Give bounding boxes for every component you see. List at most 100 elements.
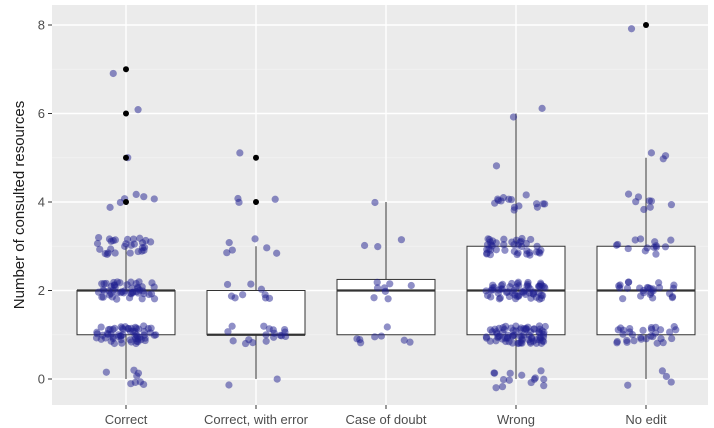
- data-point: [523, 247, 531, 255]
- data-point: [260, 322, 268, 330]
- data-point: [492, 246, 500, 254]
- data-point: [626, 324, 634, 333]
- data-point: [524, 335, 533, 344]
- data-point: [257, 285, 266, 293]
- data-point: [489, 286, 497, 294]
- data-point: [140, 193, 148, 201]
- data-point: [273, 249, 281, 257]
- data-point: [127, 380, 135, 388]
- data-point: [247, 280, 255, 288]
- data-point: [251, 235, 259, 243]
- data-point: [497, 285, 505, 293]
- data-point: [133, 337, 141, 345]
- data-point: [537, 246, 545, 254]
- data-point: [97, 323, 105, 331]
- x-tick-label: Wrong: [497, 412, 535, 427]
- data-point: [642, 335, 650, 343]
- data-point: [510, 247, 518, 255]
- data-point: [645, 197, 653, 205]
- x-tick-label: No edit: [625, 412, 667, 427]
- data-point: [505, 195, 513, 203]
- data-point: [92, 334, 101, 342]
- jitter-points: [92, 25, 680, 392]
- data-point: [624, 278, 633, 286]
- data-point: [541, 322, 549, 331]
- data-point: [540, 328, 548, 336]
- data-point: [262, 294, 270, 302]
- data-point: [128, 284, 136, 292]
- data-point: [651, 238, 659, 246]
- data-point: [540, 375, 548, 383]
- data-point: [662, 372, 671, 381]
- data-point: [138, 295, 146, 303]
- data-point: [235, 198, 243, 206]
- data-point: [110, 339, 119, 348]
- x-tick-label: Correct, with error: [204, 412, 309, 427]
- data-point: [624, 244, 632, 253]
- data-point: [527, 235, 535, 244]
- data-point: [492, 328, 500, 336]
- data-point: [667, 201, 676, 209]
- data-point: [668, 334, 676, 343]
- outlier-point: [123, 199, 129, 205]
- data-point: [132, 279, 140, 288]
- data-point: [498, 383, 507, 391]
- data-point: [661, 243, 670, 251]
- data-point: [397, 236, 406, 244]
- data-point: [510, 331, 518, 339]
- data-point: [239, 291, 247, 299]
- data-point: [503, 334, 511, 343]
- outlier-point: [253, 154, 259, 161]
- data-point: [371, 198, 379, 207]
- data-point: [652, 250, 660, 258]
- data-point: [127, 241, 135, 249]
- data-point: [492, 162, 501, 170]
- y-tick-label: 2: [38, 283, 45, 298]
- data-point: [224, 328, 232, 336]
- data-point: [152, 331, 160, 339]
- data-point: [666, 328, 674, 336]
- data-point: [126, 249, 134, 257]
- data-point: [150, 295, 159, 303]
- data-point: [494, 195, 502, 203]
- outlier-points: [123, 22, 649, 205]
- data-point: [535, 295, 544, 303]
- data-point: [640, 205, 648, 214]
- data-point: [631, 236, 639, 244]
- data-point: [541, 200, 549, 208]
- boxes: [76, 113, 696, 379]
- data-point: [656, 326, 665, 334]
- data-point: [538, 104, 546, 112]
- data-point: [383, 323, 391, 331]
- data-point: [501, 246, 509, 254]
- data-point: [495, 295, 504, 303]
- box-correct-with-error: [206, 246, 306, 379]
- data-point: [148, 279, 156, 287]
- data-point: [624, 190, 633, 198]
- y-tick-label: 0: [38, 372, 45, 387]
- data-point: [96, 245, 104, 253]
- data-point: [374, 243, 382, 251]
- data-point: [534, 282, 543, 291]
- outlier-point: [123, 154, 129, 161]
- data-point: [277, 332, 286, 340]
- data-point: [667, 236, 675, 244]
- data-point: [482, 334, 491, 342]
- data-point: [228, 322, 236, 330]
- data-point: [225, 381, 233, 389]
- data-point: [138, 244, 147, 252]
- data-point: [533, 203, 541, 211]
- data-point: [505, 292, 514, 301]
- data-point: [647, 323, 656, 332]
- data-point: [109, 69, 117, 78]
- data-point: [515, 292, 523, 300]
- data-point: [225, 239, 233, 247]
- data-point: [518, 371, 526, 379]
- data-point: [103, 250, 111, 258]
- data-point: [228, 246, 236, 254]
- data-point: [483, 291, 492, 299]
- data-point: [506, 283, 514, 291]
- data-point: [619, 295, 627, 303]
- data-point: [102, 368, 110, 376]
- data-point: [508, 238, 516, 246]
